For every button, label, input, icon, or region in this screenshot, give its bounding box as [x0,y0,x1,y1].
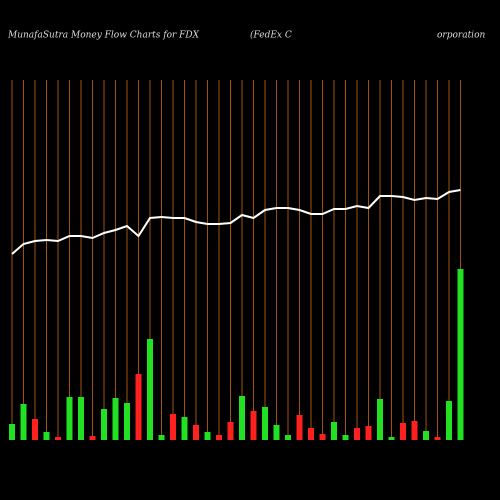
flow-bar [411,421,418,440]
flow-bar [388,437,395,440]
flow-bar [457,269,464,440]
flow-bar [400,423,406,440]
flow-bar [239,396,245,440]
title: (FedEx C [250,30,292,41]
flow-bar [262,407,268,440]
flow-bar [204,432,211,440]
flow-bar [434,437,441,440]
flow-bar [170,414,176,440]
title: orporation [437,31,485,41]
flow-bar [308,428,314,440]
flow-bar [89,436,96,440]
flow-bar [193,425,199,440]
flow-bar [365,426,372,440]
flow-bar [78,397,84,440]
flow-bar [43,432,50,440]
price-line [11,189,461,255]
flow-bar [354,428,360,440]
flow-bar [446,401,452,440]
flow-bar [124,403,130,440]
flow-bar [9,424,15,440]
flow-bar [181,417,188,440]
flow-bar [101,409,107,440]
flow-bar [20,404,27,440]
flow-bar [319,434,326,440]
flow-bar [377,399,383,440]
flow-bar [147,339,153,440]
flow-bar [32,419,38,440]
flow-bar [250,411,257,440]
flow-bar [55,437,61,440]
flow-bar [342,435,349,440]
flow-bar [296,415,303,440]
flow-bar [216,435,222,440]
flow-bar [66,397,73,440]
flow-bar [112,398,119,440]
title: MunafaSutra Money Flow Charts for FDX [7,31,200,41]
flow-bar [158,435,165,440]
flow-bar [273,425,280,440]
flow-bar [285,435,291,440]
flow-bar [423,431,429,440]
flow-bar [227,422,234,440]
flow-bar [331,422,337,440]
flow-bar [135,374,142,440]
